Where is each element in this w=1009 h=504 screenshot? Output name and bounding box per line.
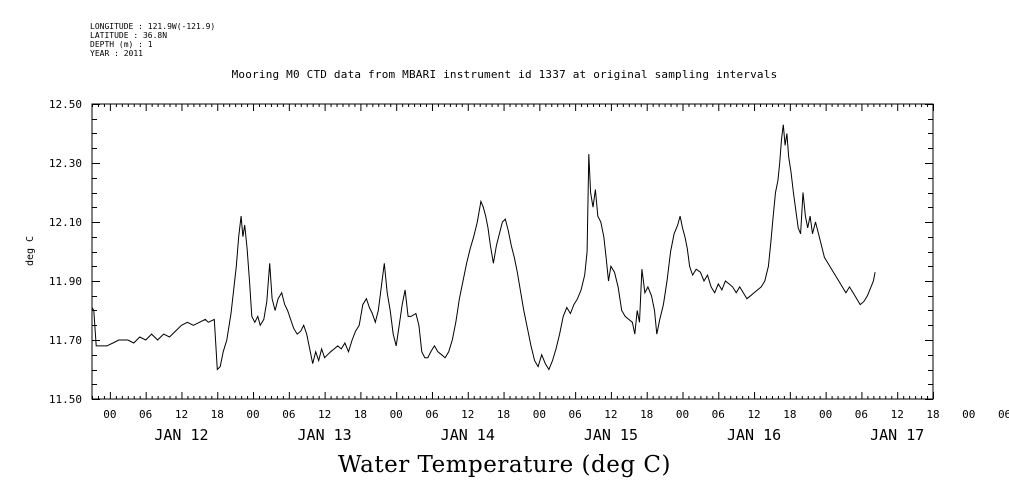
y-tick-label: 11.70	[49, 334, 82, 347]
x-hour-label: 18	[640, 408, 653, 421]
x-hour-label: 12	[175, 408, 188, 421]
plot-title: Mooring M0 CTD data from MBARI instrumen…	[231, 68, 778, 81]
metadata-latitude: LATITUDE : 36.8N	[90, 31, 168, 40]
x-hour-label: 00	[533, 408, 546, 421]
y-tick-labels: 11.50 11.70 11.90 12.10 12.30 12.50	[49, 98, 82, 406]
x-day-label: JAN 17	[870, 426, 924, 444]
x-hour-label: 12	[318, 408, 331, 421]
x-hour-label: 12	[747, 408, 760, 421]
y-axis-label: deg C	[25, 236, 36, 266]
y-tick-label: 12.50	[49, 98, 82, 111]
y-tick-label: 12.10	[49, 216, 82, 229]
x-hour-label: 00	[676, 408, 689, 421]
series-line	[91, 124, 876, 371]
y-tick-label: 12.30	[49, 157, 82, 170]
x-hour-label: 06	[998, 408, 1009, 421]
x-hour-label: 00	[246, 408, 259, 421]
x-day-label: JAN 12	[154, 426, 208, 444]
y-tick-label: 11.50	[49, 393, 82, 406]
x-hour-label: 06	[569, 408, 582, 421]
plot-frame	[91, 103, 934, 400]
x-hour-label: 18	[211, 408, 224, 421]
x-hour-label: 12	[461, 408, 474, 421]
x-hour-label: 06	[139, 408, 152, 421]
x-day-label: JAN 16	[727, 426, 781, 444]
x-hour-label: 00	[103, 408, 116, 421]
x-day-label: JAN 13	[298, 426, 352, 444]
x-hour-label: 06	[712, 408, 725, 421]
x-hour-label: 12	[604, 408, 617, 421]
x-hour-label: 18	[926, 408, 939, 421]
x-hour-label: 06	[425, 408, 438, 421]
x-day-label: JAN 14	[441, 426, 495, 444]
metadata-year: YEAR : 2011	[90, 49, 143, 58]
metadata-depth: DEPTH (m) : 1	[90, 40, 153, 49]
x-hour-label: 00	[390, 408, 403, 421]
tick-marks	[92, 104, 934, 400]
footer-title: Water Temperature (deg C)	[338, 452, 671, 478]
x-day-label: JAN 15	[584, 426, 638, 444]
x-hour-label: 12	[891, 408, 904, 421]
x-hour-label: 18	[783, 408, 796, 421]
x-hour-label: 18	[354, 408, 367, 421]
x-hour-label: 06	[282, 408, 295, 421]
x-hour-label: 06	[855, 408, 868, 421]
x-hour-label: 18	[497, 408, 510, 421]
x-hour-label: 00	[819, 408, 832, 421]
x-tick-labels: 00 06 12 18 00 06 12 18 00 06 12 18 00 06 12 18 00 06 12 18…	[103, 408, 1009, 444]
x-hour-label: 00	[962, 408, 975, 421]
y-tick-label: 11.90	[49, 275, 82, 288]
metadata-longitude: LONGITUDE : 121.9W(-121.9)	[90, 22, 216, 31]
